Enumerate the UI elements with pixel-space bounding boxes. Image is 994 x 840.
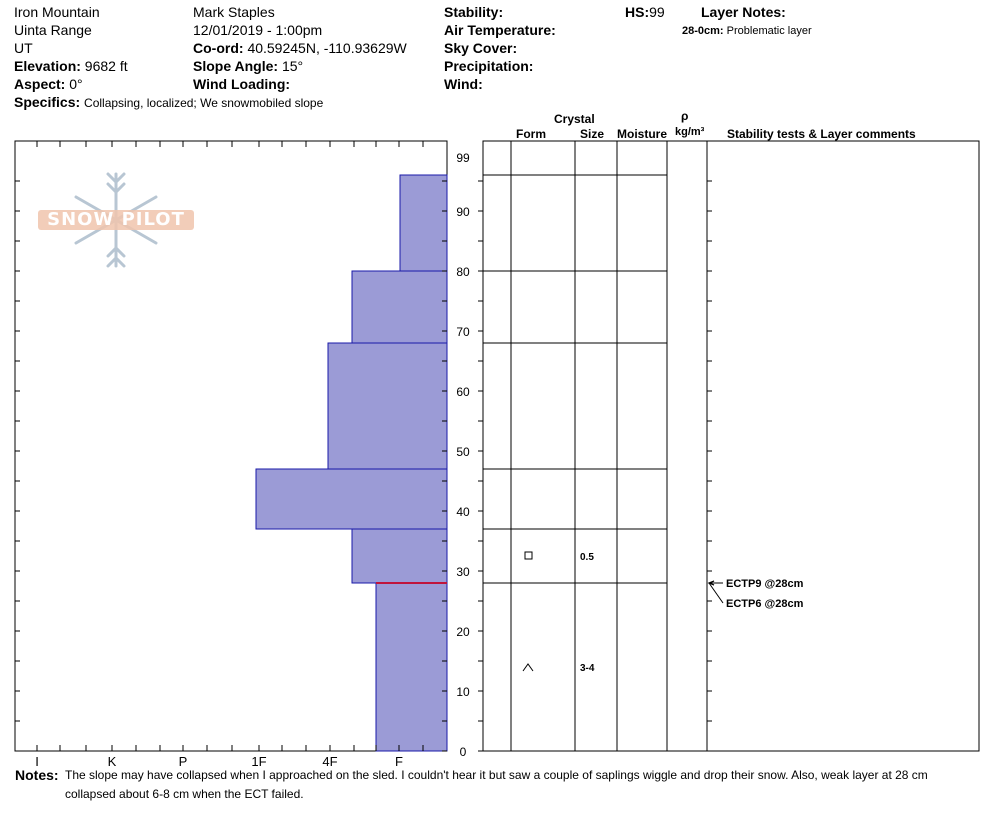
hardness-axis-label: F [395,754,403,769]
notes-section: Notes: The slope may have collapsed when… [15,766,975,801]
sky-cover-label: Sky Cover: [444,40,518,56]
depth-tick-label: 99 [456,151,470,165]
depth-tick-label: 30 [456,565,470,579]
state-name: UT [14,40,33,56]
hs-label: HS: [625,4,650,20]
hardness-bar [375,582,448,752]
coord-label: Co-ord: [193,40,244,56]
wind-loading-label: Wind Loading: [193,76,291,92]
layer-note: 28-0cm: Problematic layer [682,22,812,40]
hardness-bar [255,468,448,530]
observer-name: Mark Staples [193,4,275,20]
col-rho: ρ [681,109,689,123]
depth-tick-label: 60 [456,385,470,399]
depth-tick-label: 90 [456,205,470,219]
elevation-label: Elevation: [14,58,81,74]
crystal-size-label: 0.5 [580,552,594,563]
observation-datetime: 12/01/2019 - 1:00pm [193,22,323,38]
specifics-label: Specifics: [14,94,81,110]
layer-table-frame [482,140,980,752]
coord-value: 40.59245N, -110.93629W [247,40,407,56]
col-moisture: Moisture [617,127,668,141]
hs-value: 99 [649,4,665,20]
aspect-label: Aspect: [14,76,66,92]
depth-hoar-crystal-icon [522,663,534,672]
specifics-row: Specifics: Collapsing, localized; We sno… [14,93,323,112]
wind-label: Wind: [444,76,483,92]
col-density-unit: kg/m³ [675,126,705,138]
depth-tick-label: 50 [456,445,470,459]
stability-test-label: ECTP6 @28cm [726,598,804,610]
location-name: Iron Mountain [14,4,100,20]
stability-arrow-head [707,580,715,586]
elevation-row: Elevation: 9682 ft [14,57,128,75]
depth-tick-label: 0 [460,745,467,759]
col-stability-comments: Stability tests & Layer comments [727,127,916,141]
coord-row: Co-ord: 40.59245N, -110.93629W [193,39,407,57]
depth-tick-label: 70 [456,325,470,339]
depth-tick-label: 80 [456,265,470,279]
slope-row: Slope Angle: 15° [193,57,303,75]
hardness-bar [351,270,448,344]
col-crystal: Crystal [554,112,595,126]
depth-tick-label: 20 [456,625,470,639]
precip-label: Precipitation: [444,58,534,74]
stability-test-pointer [708,582,724,604]
layer-notes-label: Layer Notes: [701,4,786,20]
hardness-bar [399,174,448,272]
hardness-bar [327,342,448,470]
range-name: Uinta Range [14,22,92,38]
stability-label: Stability: [444,4,504,20]
hardness-axis-label: 1F [251,754,266,769]
slope-value: 15° [281,58,304,74]
faceted-crystal-icon [524,551,533,560]
crystal-size-label: 3-4 [580,663,595,674]
aspect-value: 0° [69,76,83,92]
elevation-value: 9682 ft [84,58,128,74]
hs-row: HS:99 [625,3,665,21]
stability-test-label: ECTP9 @28cm [726,578,804,590]
slope-label: Slope Angle: [193,58,279,74]
layer-note-depth: 28-0cm: [682,25,724,37]
hardness-axis-label: P [179,754,188,769]
col-form: Form [516,127,546,141]
notes-text: The slope may have collapsed when I appr… [65,768,928,801]
air-temp-label: Air Temperature: [444,22,556,38]
aspect-row: Aspect: 0° [14,75,83,93]
col-size: Size [580,127,605,141]
hardness-axis-label: I [35,754,39,769]
snowpilot-logo: SNOW PILOT [38,170,194,270]
depth-tick-label: 10 [456,685,470,699]
layer-note-text: Problematic layer [726,25,812,37]
hardness-axis-label: K [108,754,117,769]
depth-tick-label: 40 [456,505,470,519]
hardness-axis-label: 4F [322,754,337,769]
specifics-value: Collapsing, localized; We snowmobiled sl… [84,96,324,110]
logo-text: SNOW PILOT [47,209,185,230]
notes-label: Notes: [15,767,59,783]
hardness-bar [351,528,448,584]
